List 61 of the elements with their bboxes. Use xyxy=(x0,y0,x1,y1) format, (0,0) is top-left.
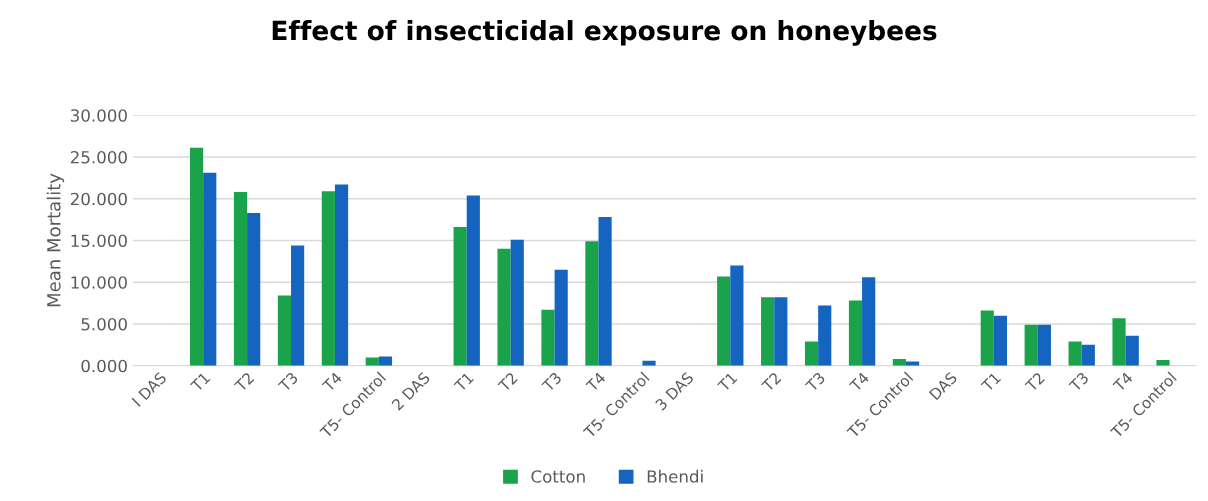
bar xyxy=(848,300,863,366)
bar xyxy=(774,297,788,366)
y-tick-label: 25.000 xyxy=(70,150,127,164)
x-tick-label: T4 xyxy=(1112,371,1134,393)
x-tick-label: T1 xyxy=(717,371,738,393)
bar xyxy=(321,191,335,366)
y-axis-title: Mean Mortality xyxy=(46,173,65,307)
bar xyxy=(189,147,204,366)
bar xyxy=(818,305,832,366)
bar xyxy=(291,245,305,366)
bar xyxy=(510,239,524,366)
bar xyxy=(993,315,1008,366)
x-tick-label: T2 xyxy=(1024,371,1045,393)
x-tick-label: T2 xyxy=(233,371,255,393)
bar xyxy=(247,212,261,366)
bar xyxy=(365,357,379,366)
x-tick-label: T2 xyxy=(497,371,518,393)
bar xyxy=(717,276,731,366)
bar xyxy=(334,184,349,366)
y-tick-label: 10.000 xyxy=(71,276,127,289)
bar xyxy=(1037,324,1051,366)
y-tick-label: 30.000 xyxy=(70,109,127,122)
bar xyxy=(554,269,568,366)
legend-label: Cotton xyxy=(531,470,585,483)
bar xyxy=(277,295,292,366)
x-tick-label: T3 xyxy=(1068,371,1090,393)
bar xyxy=(203,172,217,366)
y-tick-label: 0.000 xyxy=(81,359,127,373)
x-tick-label: T1 xyxy=(189,371,211,393)
x-tick-label: T4 xyxy=(848,371,870,393)
x-tick-label: T1 xyxy=(980,371,1002,393)
x-tick-label: T4 xyxy=(321,371,343,393)
x-tick-label: T2 xyxy=(760,371,782,393)
bar xyxy=(1068,341,1082,366)
bar xyxy=(1125,335,1139,366)
bar xyxy=(233,192,248,366)
y-tick-label: 20.000 xyxy=(70,192,127,206)
bar xyxy=(804,341,819,366)
x-tick-label: T3 xyxy=(541,371,563,393)
bar xyxy=(541,309,555,366)
x-tick-label: T3 xyxy=(804,371,826,393)
bar xyxy=(466,195,480,366)
bar xyxy=(1112,318,1126,366)
bar xyxy=(761,297,775,366)
bar xyxy=(980,310,994,366)
bar xyxy=(453,227,467,366)
bar xyxy=(598,217,612,366)
legend-label: Bhendi xyxy=(647,469,703,483)
bar xyxy=(1081,344,1095,366)
x-tick-label: T4 xyxy=(585,371,607,393)
bar xyxy=(1024,324,1038,366)
bar xyxy=(730,265,744,366)
x-tick-label: T1 xyxy=(453,371,474,393)
bar xyxy=(862,277,876,366)
bar xyxy=(585,241,599,366)
bar xyxy=(1156,359,1170,366)
y-tick-label: 15.000 xyxy=(71,234,127,248)
bar xyxy=(497,248,511,366)
chart-title: Effect of insecticidal exposure on honeybees xyxy=(272,20,937,46)
y-tick-label: 5.000 xyxy=(81,317,127,331)
x-tick-label: T3 xyxy=(277,371,299,393)
